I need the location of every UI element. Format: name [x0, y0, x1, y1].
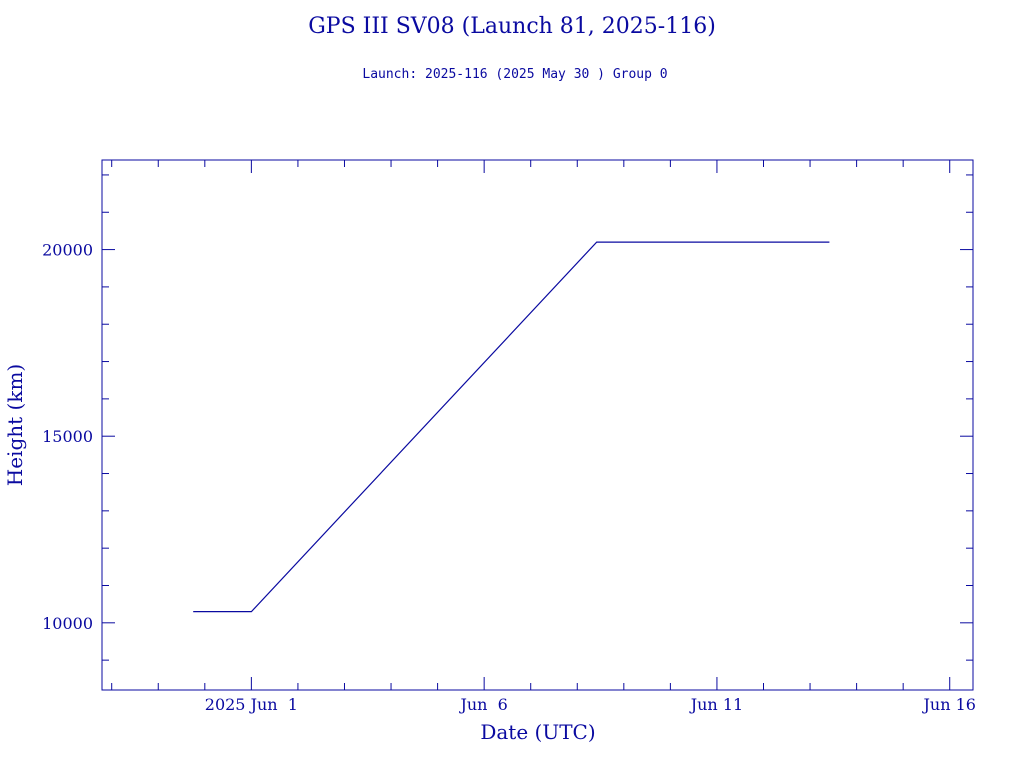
chart-subtitle: Launch: 2025-116 (2025 May 30 ) Group 0 — [362, 67, 668, 82]
y-tick-label: 15000 — [42, 427, 93, 446]
x-tick-label: Jun 6 — [458, 695, 507, 714]
y-axis-label: Height (km) — [3, 364, 27, 486]
y-tick-label: 10000 — [42, 614, 93, 633]
chart-title: GPS III SV08 (Launch 81, 2025-116) — [308, 14, 716, 39]
plot-frame — [101, 159, 974, 691]
x-tick-label: Jun 11 — [689, 695, 743, 714]
x-axis-label: Date (UTC) — [480, 720, 595, 744]
series-lines — [193, 241, 830, 613]
axis-ticks — [102, 160, 973, 690]
y-tick-label: 20000 — [42, 241, 93, 260]
x-tick-label: 2025 Jun 1 — [205, 695, 298, 714]
axis-tick-labels: 2025 Jun 1 Jun 6 Jun 11 Jun 16 10000 15000 200… — [42, 241, 976, 714]
height-series-line — [193, 241, 830, 613]
x-tick-label: Jun 16 — [921, 695, 975, 714]
